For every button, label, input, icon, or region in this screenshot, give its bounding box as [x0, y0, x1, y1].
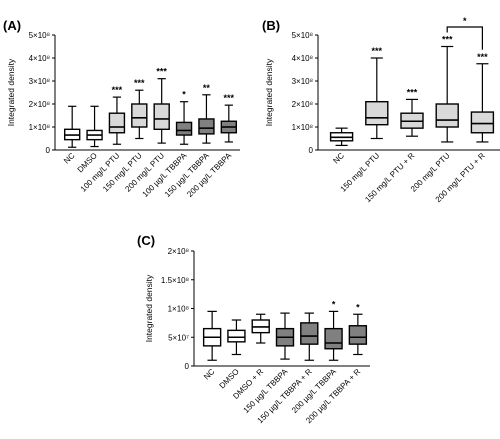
box-2	[227, 319, 246, 356]
y-axis-title: Integrated density	[264, 58, 274, 126]
box-2	[86, 105, 103, 148]
box-6: *	[324, 299, 343, 361]
y-tick-label: 0	[309, 146, 314, 155]
chart-panel-1: (A) Integrated density 0 1×10⁸ 2×10⁸ 3×10⁸ 4×1…	[3, 18, 240, 199]
significance-label: ***	[134, 78, 145, 88]
box-5: ***	[153, 67, 170, 144]
iqr-box	[470, 111, 495, 134]
iqr-box	[300, 322, 319, 345]
panel-label: (A)	[3, 18, 21, 33]
y-tick-label: 1×10⁸	[168, 305, 189, 314]
significance-label: *	[356, 302, 360, 312]
bracket-significance-label: *	[463, 16, 467, 26]
category-label: DMSO	[218, 367, 241, 390]
box-5	[300, 312, 319, 361]
chart-panel-3: (C) Integrated density 0 5×10⁷ 1×10⁸ 1.5×10⁸ 2…	[137, 233, 370, 425]
chart-panel-2: (B) Integrated density 0 1×10⁸ 2×10⁸ 3×10⁸ 4×1…	[262, 16, 500, 204]
iqr-box	[348, 325, 368, 345]
box-6: *	[175, 90, 193, 145]
y-axis-title: Integrated density	[6, 58, 16, 126]
iqr-box	[227, 329, 246, 343]
box-4: ***	[435, 35, 459, 143]
iqr-box	[365, 100, 389, 126]
iqr-box	[131, 103, 148, 128]
y-tick-label: 2×10⁸	[29, 100, 50, 109]
significance-label: ***	[407, 87, 418, 97]
box-1	[202, 310, 222, 361]
y-tick-label: 0	[46, 146, 51, 155]
iqr-box	[175, 121, 193, 136]
box-8: ***	[220, 93, 238, 143]
y-tick-label: 2×10⁸	[292, 100, 313, 109]
box-7: *	[348, 302, 368, 356]
box-4	[275, 312, 295, 360]
box-3	[251, 313, 270, 344]
panel-label: (C)	[137, 233, 155, 248]
iqr-box	[198, 118, 215, 135]
box-2: ***	[365, 46, 389, 140]
iqr-box	[324, 327, 343, 350]
significance-label: ***	[156, 67, 167, 77]
iqr-box	[153, 103, 170, 130]
category-label: NC	[62, 151, 77, 166]
box-1	[329, 127, 354, 146]
box-5: ***	[470, 52, 495, 143]
y-axis-title: Integrated density	[144, 274, 154, 342]
significance-label: ***	[372, 46, 383, 56]
significance-label: ***	[224, 93, 235, 103]
significance-label: ***	[477, 52, 488, 62]
significance-label: **	[203, 83, 211, 93]
y-tick-label: 1×10⁸	[29, 123, 50, 132]
significance-label: ***	[112, 85, 123, 95]
comparison-bracket	[446, 26, 483, 50]
y-tick-label: 1×10⁸	[292, 123, 313, 132]
box-1	[63, 105, 81, 148]
y-tick-label: 4×10⁸	[292, 54, 313, 63]
box-4: ***	[131, 78, 148, 140]
category-label: NC	[331, 151, 346, 166]
y-tick-label: 4×10⁸	[29, 54, 50, 63]
box-3: ***	[108, 85, 126, 145]
significance-label: *	[182, 90, 186, 100]
significance-label: *	[332, 299, 336, 309]
significance-label: ***	[442, 35, 453, 45]
y-tick-label: 0	[185, 362, 190, 371]
y-tick-label: 2×10⁸	[168, 247, 189, 256]
y-tick-label: 3×10⁸	[292, 77, 313, 86]
y-tick-label: 1.5×10⁸	[161, 276, 189, 285]
y-tick-label: 5×10⁸	[29, 31, 50, 40]
box-3: ***	[400, 87, 424, 137]
category-label: NC	[202, 367, 217, 382]
iqr-box	[435, 103, 459, 128]
y-tick-label: 5×10⁸	[292, 31, 313, 40]
y-tick-label: 5×10⁷	[168, 333, 189, 342]
box-7: **	[198, 83, 215, 144]
iqr-box	[108, 112, 126, 134]
y-tick-label: 3×10⁸	[29, 77, 50, 86]
panel-label: (B)	[262, 18, 280, 33]
